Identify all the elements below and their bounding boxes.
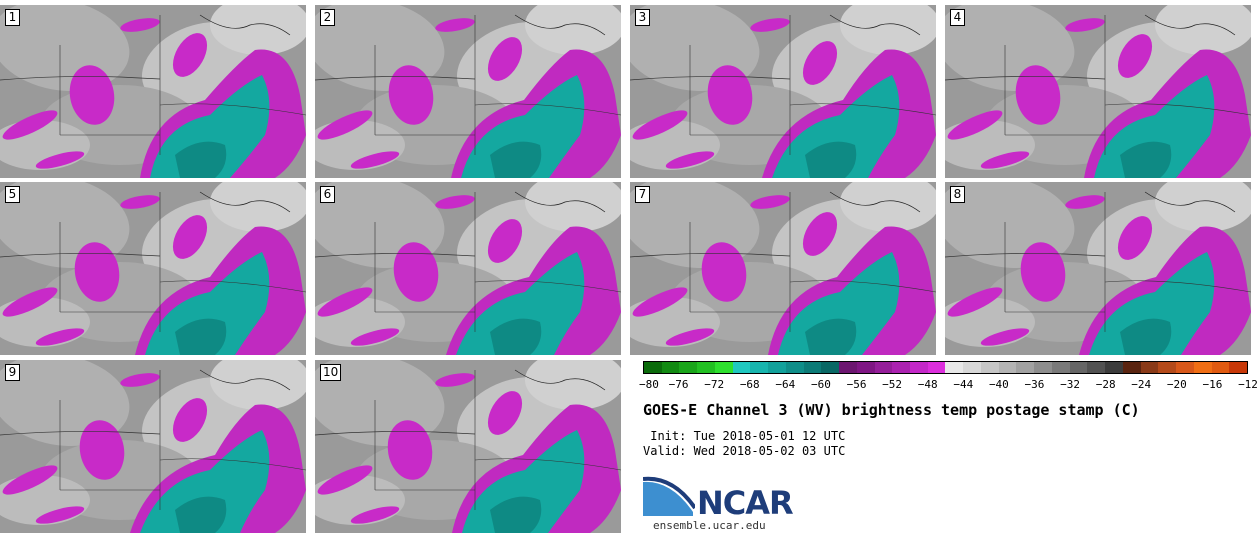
colorbar-tick-label: −76 <box>668 378 689 391</box>
colorbar-swatch <box>874 362 893 373</box>
colorbar-swatch <box>839 362 857 373</box>
colorbar-tick-label: −64 <box>775 378 796 391</box>
colorbar-tick-label: −20 <box>1166 378 1187 391</box>
colorbar <box>643 361 1248 374</box>
colorbar-tick-label: −52 <box>882 378 903 391</box>
panel-label: 9 <box>5 364 20 381</box>
colorbar-swatch <box>1016 362 1035 373</box>
ncar-logo-text: NCAR <box>697 484 794 522</box>
panel-label: 2 <box>320 9 335 26</box>
water-vapor-map <box>315 182 621 355</box>
panel-label: 5 <box>5 186 20 203</box>
map-panel: 6 <box>315 182 621 355</box>
colorbar-swatch <box>768 362 786 373</box>
panel-label: 6 <box>320 186 335 203</box>
colorbar-swatch <box>821 362 840 373</box>
colorbar-swatch <box>1034 362 1052 373</box>
colorbar-swatch <box>644 362 662 373</box>
colorbar-ticks: −80 −76 −72 −68 −64 −60 −56 −52 −48 −44 −40 −36 −32 −… <box>639 378 1258 392</box>
colorbar-tick-label: −68 <box>739 378 760 391</box>
colorbar-swatch <box>910 362 928 373</box>
panel-label: 3 <box>635 9 650 26</box>
water-vapor-map <box>0 5 306 178</box>
colorbar-swatch <box>714 362 733 373</box>
colorbar-swatch <box>1087 362 1106 373</box>
colorbar-swatch <box>697 362 715 373</box>
logo-url: ensemble.ucar.edu <box>653 519 766 532</box>
ncar-swoosh-icon <box>642 476 697 516</box>
panel-label: 1 <box>5 9 20 26</box>
colorbar-tick-label: −44 <box>953 378 974 391</box>
figure-title: GOES-E Channel 3 (WV) brightness temp po… <box>643 401 1140 419</box>
colorbar-swatch <box>980 362 999 373</box>
colorbar-swatch <box>679 362 698 373</box>
colorbar-tick-label: −48 <box>917 378 938 391</box>
colorbar-tick-label: −32 <box>1060 378 1080 391</box>
colorbar-swatch <box>1211 362 1230 373</box>
colorbar-swatch <box>998 362 1017 373</box>
panel-label: 10 <box>320 364 342 381</box>
colorbar-swatch <box>1229 362 1247 373</box>
colorbar-tick-label: −72 <box>704 378 725 391</box>
colorbar-swatch <box>1105 362 1123 373</box>
water-vapor-map <box>630 182 936 355</box>
panel-label: 8 <box>950 186 965 203</box>
colorbar-tick-label: −12 <box>1238 378 1258 391</box>
colorbar-swatch <box>892 362 911 373</box>
colorbar-swatch <box>1140 362 1159 373</box>
colorbar-swatch <box>945 362 964 373</box>
colorbar-swatch <box>750 362 769 373</box>
map-panel: 2 <box>315 5 621 178</box>
colorbar-swatch <box>1176 362 1194 373</box>
colorbar-tick-label: −36 <box>1024 378 1045 391</box>
map-panel: 9 <box>0 360 306 533</box>
colorbar-swatch <box>963 362 981 373</box>
map-panel: 1 <box>0 5 306 178</box>
valid-time: Valid: Wed 2018-05-02 03 UTC <box>643 444 846 458</box>
colorbar-swatch <box>803 362 822 373</box>
colorbar-swatch <box>1069 362 1088 373</box>
init-time: Init: Tue 2018-05-01 12 UTC <box>643 429 846 443</box>
colorbar-swatch <box>856 362 875 373</box>
colorbar-swatch <box>785 362 804 373</box>
map-panel: 10 <box>315 360 621 533</box>
water-vapor-map <box>315 5 621 178</box>
water-vapor-map <box>0 182 306 355</box>
ncar-logo: NCAR ensemble.ucar.edu <box>642 476 813 532</box>
map-panel: 5 <box>0 182 306 355</box>
colorbar-swatch <box>1158 362 1177 373</box>
colorbar-swatch <box>661 362 680 373</box>
colorbar-swatch <box>1122 362 1141 373</box>
colorbar-tick-label: −60 <box>811 378 831 391</box>
colorbar-tick-label: −40 <box>988 378 1009 391</box>
panel-label: 4 <box>950 9 965 26</box>
panel-label: 7 <box>635 186 650 203</box>
water-vapor-map <box>630 5 936 178</box>
water-vapor-map <box>0 360 306 533</box>
colorbar-swatch <box>1193 362 1212 373</box>
map-panel: 8 <box>945 182 1251 355</box>
colorbar-tick-label: −56 <box>846 378 867 391</box>
map-panel: 7 <box>630 182 936 355</box>
map-panel: 3 <box>630 5 936 178</box>
map-panel: 4 <box>945 5 1251 178</box>
water-vapor-map <box>945 5 1251 178</box>
colorbar-swatch <box>1051 362 1070 373</box>
colorbar-tick-label: −80 <box>639 378 659 391</box>
water-vapor-map <box>945 182 1251 355</box>
colorbar-tick-label: −28 <box>1095 378 1116 391</box>
water-vapor-map <box>315 360 621 533</box>
colorbar-swatch <box>927 362 946 373</box>
colorbar-swatch <box>732 362 751 373</box>
colorbar-tick-label: −16 <box>1202 378 1223 391</box>
colorbar-tick-label: −24 <box>1131 378 1152 391</box>
